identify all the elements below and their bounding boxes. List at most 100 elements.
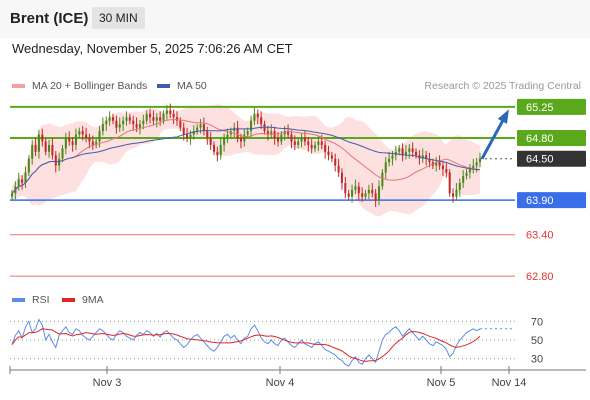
candle-body [462,176,465,183]
candle-body [441,165,445,170]
x-axis-label: Nov 5 [427,377,456,389]
candle-body [85,134,88,138]
candle-body [310,144,313,149]
candle-body [347,193,350,197]
rsi-line [11,318,481,367]
candle-body [438,162,441,166]
timeframe-button[interactable]: 30 MIN [92,7,145,29]
candle-body [165,110,168,114]
x-axis-label: Nov 4 [266,377,295,389]
candle-body [209,138,212,145]
candle-body [41,134,44,142]
candle-body [105,120,108,125]
candle-body [253,113,256,121]
candle-body [189,134,192,138]
candle-body [455,189,458,197]
candle-body [239,138,242,142]
candle-body [128,117,131,121]
candle-body [357,186,360,194]
candle-body [340,172,343,183]
candle-body [132,120,135,125]
candle-body [458,182,461,190]
candle-body [108,117,111,121]
candle-body [270,131,273,135]
candle-body [149,113,152,118]
candle-body [162,113,165,121]
ma50-swatch-icon [157,84,170,89]
candle-body [58,158,61,166]
candle-body [212,144,216,152]
candle-body [374,193,377,201]
candle-body [465,172,468,176]
candle-body [74,134,78,145]
candle-body [219,144,222,156]
candle-body [381,172,384,187]
level-lines: 65.25 64.80 64.50 63.90 63.40 62.80 [10,98,586,283]
candle-body [47,144,51,152]
ma20-line [11,118,481,194]
rsi-ma-swatch-icon [62,298,75,303]
candle-body [313,144,317,149]
candle-body [192,131,195,135]
candle-body [334,158,337,166]
rsi-swatch-icon [12,298,25,303]
candle-body [354,186,357,190]
candle-body [21,179,24,183]
current-price-box [517,150,586,167]
candle-body [71,141,74,145]
forecast-arrow [480,109,509,160]
candle-body [199,124,202,128]
candle-body [24,172,27,183]
resistance-label-box [517,130,586,146]
candle-body [186,134,189,138]
candle-body [448,172,451,194]
candle-body [276,138,280,142]
support-label-box [517,192,586,209]
legend-bollinger: MA 20 + Bollinger Bands [12,80,147,92]
candle-body [182,127,185,135]
candle-body [421,155,424,159]
candle-body [293,141,296,145]
candle-body [401,148,404,156]
candle-body [202,124,205,132]
candle-body [384,162,387,173]
rsi-level-label: 30 [531,354,543,366]
candle-body [411,148,414,152]
moving-averages [11,118,481,194]
candle-body [260,117,263,125]
candle-body [303,138,306,142]
candle-body [111,117,115,121]
candle-body [300,138,303,142]
candle-body [54,155,57,166]
resistance-label: 64.80 [526,133,554,145]
x-axis: Nov 3 Nov 4 Nov 5 Nov 14 [9,366,586,389]
bollinger-band-area [12,104,480,217]
current-price-label: 64.50 [526,154,554,166]
bollinger-label: MA 20 + Bollinger Bands [32,80,148,92]
candle-body [377,186,381,201]
candle-body [256,113,259,118]
legend-rsi: RSI [12,294,50,306]
candle-body [216,151,219,156]
candle-body [44,141,47,152]
target-label: 63.40 [526,230,554,242]
candle-body [324,144,327,152]
candle-body [37,134,40,152]
candle-body [206,131,209,138]
candle-body [118,124,121,128]
rsi-level-label: 70 [531,316,543,328]
candle-body [280,134,283,142]
ma50-label: MA 50 [177,80,207,92]
candle-body [175,117,179,121]
legend-ma50: MA 50 [157,80,207,92]
rsi-panel: 70 50 30 [10,316,543,367]
candle-body [330,155,333,159]
resistance-label-box [517,98,586,115]
candle-body [179,120,182,128]
candle-body [290,134,293,142]
rsi-ma-line [11,328,481,362]
candle-body [169,110,172,114]
candle-body [125,117,128,121]
candle-body [51,144,54,156]
